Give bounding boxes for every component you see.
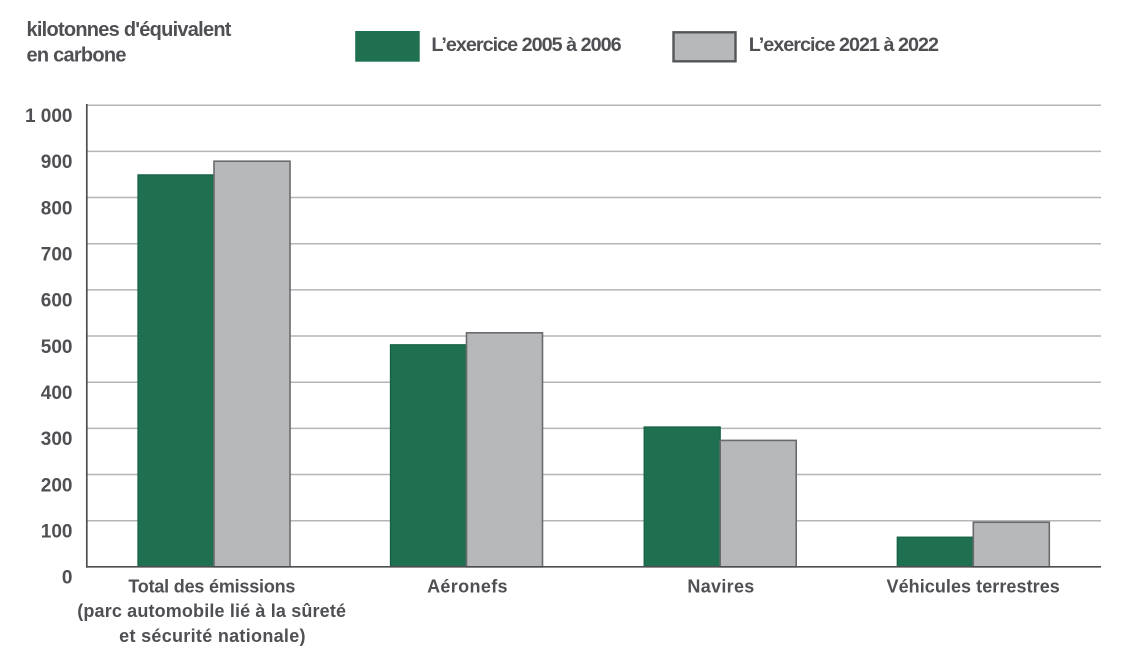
svg-text:500: 500 xyxy=(41,337,73,358)
svg-text:300: 300 xyxy=(41,429,73,450)
svg-text:en carbone: en carbone xyxy=(27,44,127,66)
svg-text:400: 400 xyxy=(41,383,73,404)
svg-text:Navires: Navires xyxy=(687,577,754,597)
svg-text:L’exercice 2005 à 2006: L’exercice 2005 à 2006 xyxy=(431,34,621,56)
svg-text:Véhicules terrestres: Véhicules terrestres xyxy=(887,577,1060,597)
svg-text:Total des émissions: Total des émissions xyxy=(128,577,295,597)
svg-text:100: 100 xyxy=(41,522,73,543)
svg-text:0: 0 xyxy=(62,568,73,589)
svg-text:kilotonnes d'équivalent: kilotonnes d'équivalent xyxy=(27,19,232,41)
svg-text:800: 800 xyxy=(41,198,73,219)
svg-text:200: 200 xyxy=(41,475,73,496)
svg-text:700: 700 xyxy=(41,245,73,266)
svg-text:L’exercice 2021 à 2022: L’exercice 2021 à 2022 xyxy=(749,34,939,56)
svg-text:(parc automobile lié à la sûre: (parc automobile lié à la sûreté xyxy=(77,601,346,621)
svg-text:600: 600 xyxy=(41,291,73,312)
svg-text:Aéronefs: Aéronefs xyxy=(427,577,508,597)
svg-text:et sécurité nationale): et sécurité nationale) xyxy=(119,626,306,646)
svg-text:900: 900 xyxy=(41,152,73,173)
svg-text:1 000: 1 000 xyxy=(25,106,73,127)
